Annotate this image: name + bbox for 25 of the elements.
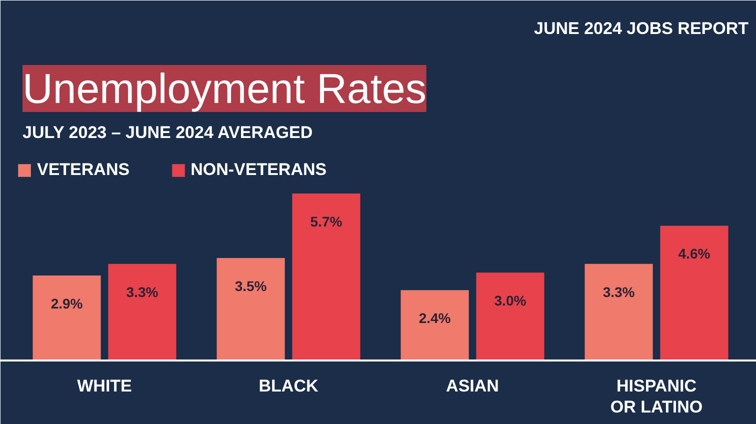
x-tick-label: HISPANIC OR LATINO: [610, 376, 703, 416]
data-label: 3.3%: [602, 284, 636, 300]
bar: [32, 276, 101, 360]
chart-subtitle: JULY 2023 – JUNE 2024 AVERAGED: [22, 123, 313, 142]
x-tick-label: BLACK: [258, 376, 319, 396]
text: JUNE 2024 JOBS REPORT: [534, 19, 750, 38]
bar: [292, 194, 360, 360]
bar: [476, 272, 544, 360]
x-tick-label: WHITE: [77, 376, 132, 396]
bar: [216, 258, 285, 360]
legend-label: VETERANS: [37, 160, 130, 180]
data-label: 3.5%: [234, 278, 268, 294]
data-label: 2.4%: [418, 310, 452, 326]
bar: [108, 264, 176, 360]
bar: [584, 264, 653, 360]
data-label: 3.3%: [126, 284, 159, 300]
data-label: 4.6%: [678, 246, 711, 262]
x-tick-label: ASIAN: [446, 376, 499, 396]
data-label: 2.9%: [50, 296, 84, 312]
data-label: 5.7%: [310, 214, 343, 230]
bar: [400, 290, 469, 360]
legend-label: NON-VETERANS: [190, 160, 327, 180]
data-label: 3.0%: [494, 292, 527, 309]
bar: [660, 226, 728, 360]
chart-title: Unemployment Rates: [22, 65, 426, 112]
